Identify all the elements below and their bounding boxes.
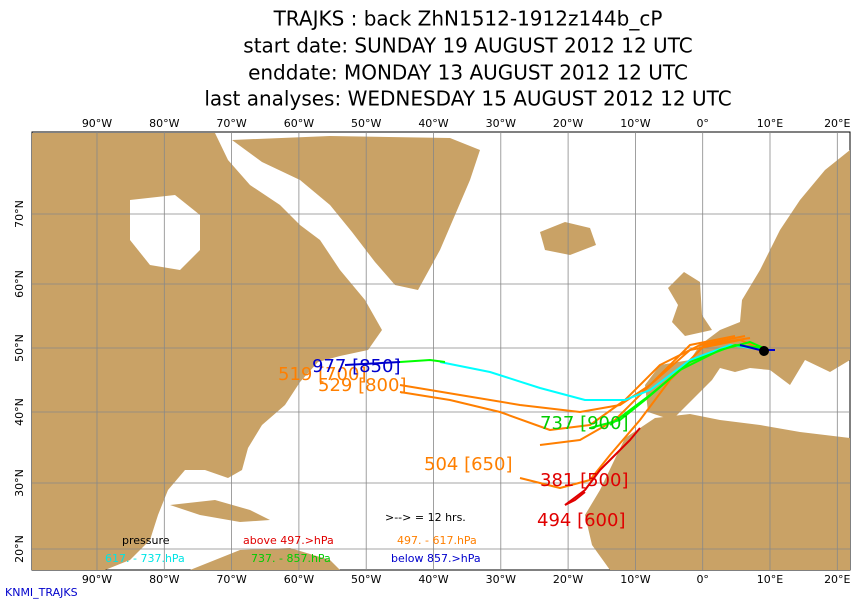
trajectory-label: 737 [900] (540, 413, 628, 434)
origin-marker (759, 346, 769, 356)
south-america (190, 548, 340, 570)
lon-label-bottom: 0° (696, 573, 709, 586)
map: 519 [700] 529 [800] 977 [850] 737 [900] … (31, 131, 851, 571)
lon-label-bottom: 10°W (620, 573, 650, 586)
lon-label-top: 0° (696, 117, 709, 130)
lon-label-top: 10°W (620, 117, 650, 130)
lon-label-top: 30°W (486, 117, 516, 130)
lat-label: 40°N (13, 398, 26, 426)
lat-label: 30°N (13, 469, 26, 497)
lon-label-top: 90°W (82, 117, 112, 130)
end-date: enddate: MONDAY 13 AUGUST 2012 12 UTC (248, 61, 688, 85)
lat-label: 70°N (13, 200, 26, 228)
lon-label-bottom: 30°W (486, 573, 516, 586)
lon-label-top: 50°W (351, 117, 381, 130)
lon-label-top: 60°W (284, 117, 314, 130)
trajectory-label: 519 [700] (278, 364, 366, 385)
trajectories (344, 335, 775, 506)
lon-label-bottom: 50°W (351, 573, 381, 586)
legend-entry: 497. - 617.hPa (397, 534, 477, 547)
trajectory-label: 494 [600] (537, 510, 625, 531)
lon-label-top: 20°E (824, 117, 850, 130)
legend-entry: 617. - 737.hPa (105, 552, 185, 565)
legend-interval: >--> = 12 hrs. (385, 511, 466, 524)
lon-label-bottom: 70°W (216, 573, 246, 586)
axis-labels: 90°W 90°W 80°W 80°W 70°W 70°W 60°W 60°W 50°W 50°W… (13, 117, 851, 586)
lat-label: 60°N (13, 270, 26, 298)
trajectory-line (399, 359, 446, 363)
legend-entry: below 857.>hPa (391, 552, 481, 565)
lon-label-top: 80°W (149, 117, 179, 130)
trajectory-line (519, 337, 751, 489)
title: TRAJKS : back ZhN1512-1912z144b_cP (273, 7, 663, 31)
greenland (232, 136, 480, 290)
trajectory-line (439, 344, 766, 401)
trajectory-line (564, 427, 641, 506)
caribbean (170, 500, 270, 522)
land (32, 133, 850, 570)
graticule (32, 132, 850, 570)
footer: KNMI_TRAJKS (5, 586, 78, 599)
trajectory-label: 504 [650] (424, 454, 512, 475)
north-america (32, 133, 382, 570)
lon-label-top: 10°E (757, 117, 783, 130)
legend-entry: above 497.>hPa (243, 534, 334, 547)
britain (668, 272, 712, 336)
legend: >--> = 12 hrs. pressure above 497.>hPa 4… (105, 511, 481, 565)
last-analyses: last analyses: WEDNESDAY 15 AUGUST 2012 … (204, 87, 731, 111)
title-block: TRAJKS : back ZhN1512-1912z144b_cP start… (204, 7, 731, 111)
lon-label-bottom: 20°W (553, 573, 583, 586)
trajectory-labels: 519 [700] 529 [800] 977 [850] 737 [900] … (278, 356, 628, 531)
lon-label-bottom: 40°W (418, 573, 448, 586)
lon-label-bottom: 90°W (82, 573, 112, 586)
lat-label: 50°N (13, 334, 26, 362)
trajectory-line (344, 361, 401, 366)
legend-entry: 737. - 857.hPa (251, 552, 331, 565)
trajectory-line (399, 339, 766, 413)
lat-label: 20°N (13, 535, 26, 563)
lon-label-top: 70°W (216, 117, 246, 130)
trajectory-line (539, 335, 736, 446)
trajectory-label: 381 [500] (540, 470, 628, 491)
legend-title: pressure (122, 534, 170, 547)
trajectory-label: 529 [800] (318, 375, 406, 396)
lon-label-top: 20°W (553, 117, 583, 130)
lon-label-top: 40°W (418, 117, 448, 130)
lon-label-bottom: 20°E (824, 573, 850, 586)
lon-label-bottom: 80°W (149, 573, 179, 586)
lon-label-bottom: 10°E (757, 573, 783, 586)
africa (585, 414, 850, 570)
lon-label-bottom: 60°W (284, 573, 314, 586)
trajectory-label: 977 [850] (312, 356, 400, 377)
start-date: start date: SUNDAY 19 AUGUST 2012 12 UTC (243, 34, 692, 58)
trajectory-line (564, 491, 586, 506)
